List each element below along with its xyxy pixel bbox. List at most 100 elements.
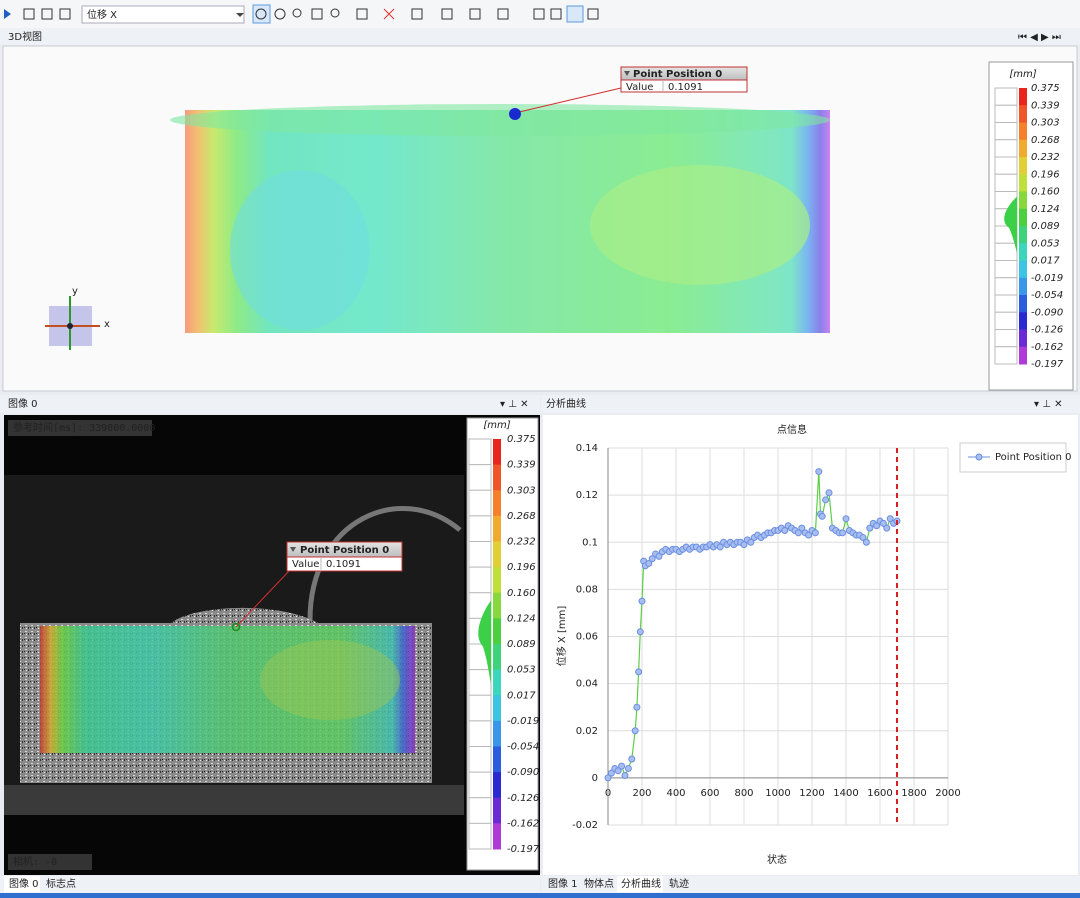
annotation-leader — [235, 569, 291, 628]
histogram-cell — [994, 173, 1018, 192]
contour-region — [590, 165, 810, 285]
panel-controls[interactable]: ▾ ⊥ ✕ — [1034, 399, 1062, 410]
chart-area — [543, 415, 1078, 875]
colorbar-segment — [1019, 139, 1027, 158]
colorbar-label: 0.017 — [1031, 256, 1060, 267]
tool-icon-active[interactable] — [252, 4, 271, 24]
data-point — [614, 767, 622, 775]
colorbar-segment — [493, 618, 501, 645]
data-point — [859, 534, 867, 542]
histogram-cell — [994, 294, 1018, 313]
status-bar — [0, 893, 1080, 898]
data-point — [822, 496, 830, 504]
histogram-cell — [468, 771, 492, 799]
tool-icon[interactable] — [41, 8, 53, 20]
cable — [307, 505, 462, 621]
colorbar-label: -0.162 — [1031, 342, 1063, 353]
data-point — [866, 524, 874, 532]
y-tick-label: 0.04 — [576, 679, 598, 690]
quantity-dropdown[interactable] — [81, 5, 245, 24]
data-point — [638, 597, 646, 605]
histogram-cell — [994, 242, 1018, 261]
colorbar-label: 0.268 — [507, 511, 536, 522]
histogram-cell — [994, 156, 1018, 175]
y-tick-label: 0.12 — [576, 490, 598, 501]
histogram-cell — [994, 329, 1018, 348]
axis-origin — [67, 323, 73, 329]
legend-label: Point Position 0 — [995, 452, 1071, 463]
colorbar-segment — [493, 644, 501, 671]
data-point — [818, 512, 826, 520]
panel-title: 图像 0 — [8, 398, 38, 410]
x-tick-label: 800 — [734, 788, 753, 799]
colorbar-segment — [493, 669, 501, 696]
annotation-value: 0.1091 — [326, 559, 361, 570]
histogram-cell — [468, 694, 492, 722]
y-tick-label: -0.02 — [572, 820, 598, 831]
y-tick-label: 0 — [592, 773, 598, 784]
tool-icon[interactable] — [59, 8, 71, 20]
colorbar-segment — [1019, 295, 1027, 313]
colorbar-segment — [493, 439, 501, 466]
tab-strip — [0, 28, 1080, 45]
tab[interactable]: 分析曲线 — [621, 877, 661, 890]
panel-title: 分析曲线 — [546, 397, 586, 410]
point-marker[interactable] — [509, 108, 521, 120]
play-button[interactable] — [4, 9, 11, 19]
chart-title: 点信息 — [777, 423, 807, 436]
colorbar-label: 0.124 — [507, 613, 536, 624]
colorbar-segment — [1019, 122, 1027, 141]
tool-icon[interactable] — [23, 8, 35, 20]
colorbar-segment — [1019, 260, 1027, 279]
panel-controls[interactable]: ▾ ⊥ ✕ — [500, 399, 528, 410]
point-marker[interactable] — [231, 622, 241, 632]
panel-header — [0, 395, 540, 413]
legend-marker — [975, 453, 983, 461]
data-point — [633, 703, 641, 711]
data-point — [781, 526, 789, 534]
x-tick-label: 1200 — [799, 788, 824, 799]
colorbar-label: 0.089 — [507, 639, 536, 650]
x-tick-label: 1600 — [867, 788, 892, 799]
y-tick-label: 0.08 — [576, 584, 598, 595]
annotation-leader — [514, 87, 622, 114]
annotation-body — [286, 556, 403, 572]
histogram-cell — [994, 139, 1018, 158]
panel-header — [541, 395, 1080, 413]
colorbar-label: 0.232 — [507, 537, 536, 548]
histogram-cell — [468, 515, 492, 542]
colorbar-segment — [493, 541, 501, 568]
camera-box — [8, 854, 92, 870]
histogram-cell — [994, 104, 1018, 123]
colorbar-label: -0.162 — [507, 818, 539, 829]
histogram-cell — [468, 746, 492, 773]
tab-3d-view[interactable]: 3D视图 — [8, 30, 42, 43]
tab[interactable]: 图像 0 — [9, 878, 39, 890]
nav-buttons[interactable]: ⏮ ◀ ▶ ⏭ — [1018, 32, 1061, 43]
colorbar-label: 0.053 — [507, 665, 536, 676]
colorbar-label: -0.197 — [507, 844, 540, 855]
colorbar-segment — [493, 515, 501, 542]
tab[interactable]: 物体点 — [584, 877, 614, 890]
tab-active — [4, 876, 40, 892]
data-point — [862, 538, 870, 546]
colorbar-label: 0.375 — [1031, 83, 1060, 94]
tab[interactable]: 轨迹 — [669, 877, 689, 890]
colorbar-label: 0.375 — [507, 434, 536, 445]
data-point — [798, 524, 806, 532]
colorbar-label: 0.124 — [1031, 204, 1060, 215]
colorbar-label: -0.090 — [507, 767, 539, 778]
data-point — [839, 529, 847, 537]
colorbar-label: 0.196 — [507, 562, 536, 573]
bottom-tabs — [541, 876, 1080, 893]
tab[interactable]: 标志点 — [46, 877, 76, 890]
tab[interactable]: 图像 1 — [548, 878, 578, 890]
toolbar-icons — [255, 5, 599, 23]
colorbar-segment — [493, 772, 501, 799]
data-point — [879, 519, 887, 527]
histogram-cell — [468, 438, 492, 466]
colorbar-segment — [1019, 157, 1027, 175]
colorbar-segment — [1019, 226, 1027, 244]
dropdown-arrow — [236, 13, 244, 17]
